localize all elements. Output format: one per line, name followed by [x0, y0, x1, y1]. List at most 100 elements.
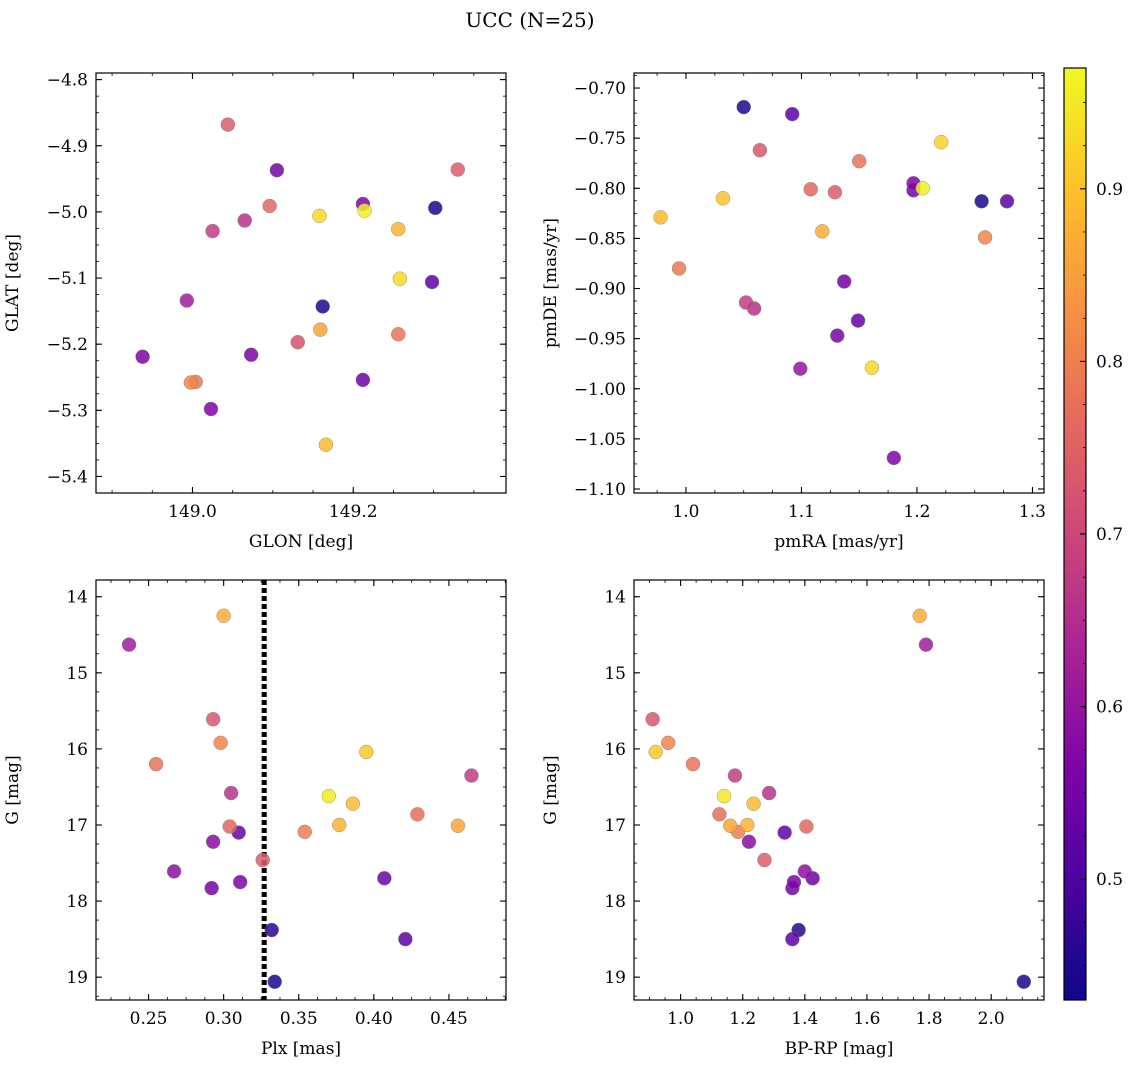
- data-point: [321, 788, 336, 804]
- data-point: [793, 361, 808, 376]
- x-tick-label: 0.40: [355, 1009, 393, 1029]
- data-point: [391, 327, 406, 342]
- data-point: [797, 864, 813, 879]
- data-point: [815, 224, 830, 239]
- data-point: [660, 735, 676, 751]
- data-point: [803, 182, 818, 197]
- data-point: [135, 349, 150, 364]
- y-tick-label: 18: [66, 892, 88, 912]
- y-tick-label: −5.3: [47, 401, 88, 421]
- axes-frame: [633, 72, 1045, 494]
- data-point: [398, 931, 413, 947]
- scatter-points: [135, 117, 465, 452]
- data-point: [262, 198, 277, 214]
- y-tick-label: −1.00: [574, 380, 626, 400]
- data-point: [741, 834, 757, 849]
- data-point: [220, 117, 236, 132]
- major-ticks: [96, 73, 506, 493]
- data-point: [738, 295, 754, 310]
- panel-glon-glat: 149.0 149.2 −4.8 −4.9 −5.0 −5.1 −5.2 −5.3 −5.4 GL…: [3, 71, 507, 552]
- y-tick-label: 19: [66, 968, 88, 988]
- data-point: [203, 401, 219, 417]
- y-tick-label: 14: [66, 588, 88, 608]
- minor-ticks: [96, 580, 506, 1000]
- data-point: [850, 313, 866, 328]
- data-point: [269, 163, 285, 178]
- y-tick-label: −0.90: [574, 280, 626, 300]
- x-axis-label: BP-RP [mag]: [785, 1039, 894, 1059]
- x-tick-label: 1.4: [791, 1009, 818, 1029]
- major-ticks: [96, 580, 506, 1000]
- data-point: [852, 154, 867, 169]
- axes-frame: [633, 579, 1045, 1001]
- data-point: [264, 922, 279, 938]
- x-tick-label: 1.1: [788, 502, 815, 522]
- data-point: [359, 744, 374, 760]
- data-point: [671, 261, 687, 276]
- colorbar-gradient: [1064, 68, 1086, 1000]
- data-point: [450, 818, 466, 833]
- y-tick-label: −0.85: [574, 229, 626, 249]
- data-point: [736, 99, 751, 115]
- y-tick-label: −5.1: [47, 269, 88, 289]
- data-point: [777, 825, 792, 840]
- x-tick-label: 0.35: [280, 1009, 318, 1029]
- panel-pmra-pmde: 1.0 1.1 1.2 1.3 −0.70 −0.75 −0.80 −0.85 −0.90 −0.…: [541, 72, 1046, 552]
- major-ticks: [634, 580, 1044, 1000]
- data-point: [977, 230, 993, 245]
- y-tick-label: −4.9: [47, 137, 88, 157]
- colorbar-tick-label: 0.7: [1096, 525, 1123, 545]
- data-point: [836, 274, 852, 289]
- data-point: [148, 756, 164, 772]
- y-tick-label: 15: [66, 664, 88, 684]
- data-point: [332, 817, 347, 833]
- data-point: [223, 785, 239, 801]
- data-point: [243, 347, 259, 362]
- data-point: [318, 437, 334, 452]
- data-point: [428, 200, 443, 216]
- y-tick-label: 17: [604, 816, 626, 836]
- x-tick-label: 1.2: [903, 502, 930, 522]
- y-tick-label: −5.2: [47, 335, 88, 355]
- data-point: [183, 375, 199, 390]
- data-point: [727, 768, 743, 783]
- data-point: [934, 134, 949, 150]
- x-tick-label: 1.6: [853, 1009, 880, 1029]
- data-point: [715, 191, 731, 206]
- y-tick-label: −0.95: [574, 330, 626, 350]
- panel-bprp-g: 1.0 1.2 1.4 1.6 1.8 2.0 14 15 16 17 18 19 BP-RP [mag…: [541, 579, 1045, 1059]
- data-point: [1016, 974, 1032, 989]
- data-point: [313, 322, 328, 337]
- x-axis-label: Plx [mas]: [261, 1039, 341, 1059]
- y-axis-label: G [mag]: [541, 755, 561, 824]
- data-point: [912, 608, 927, 623]
- axes-frame: [95, 72, 507, 494]
- data-point: [723, 818, 738, 833]
- data-point: [712, 807, 727, 822]
- data-point: [205, 834, 221, 849]
- x-tick-label: 1.0: [672, 502, 699, 522]
- data-point: [918, 637, 934, 652]
- data-point: [886, 450, 902, 466]
- scatter-points: [645, 608, 1032, 989]
- x-tick-label: 1.8: [916, 1009, 943, 1029]
- x-tick-label: 2.0: [978, 1009, 1005, 1029]
- data-point: [237, 213, 252, 228]
- data-point: [864, 360, 880, 375]
- data-point: [648, 744, 663, 760]
- minor-ticks: [96, 73, 506, 493]
- data-point: [716, 788, 732, 804]
- colorbar-frame: [1063, 67, 1087, 1001]
- x-tick-label: 1.3: [1019, 502, 1046, 522]
- y-tick-label: −5.0: [47, 203, 88, 223]
- y-tick-label: 17: [66, 816, 88, 836]
- data-point: [297, 824, 312, 840]
- axes-frame: [95, 579, 507, 1001]
- data-point: [410, 807, 425, 822]
- y-axis-label: pmDE [mas/yr]: [541, 218, 561, 348]
- data-point: [746, 796, 761, 811]
- data-point: [315, 299, 330, 314]
- data-point: [915, 181, 930, 196]
- y-tick-label: 15: [604, 664, 626, 684]
